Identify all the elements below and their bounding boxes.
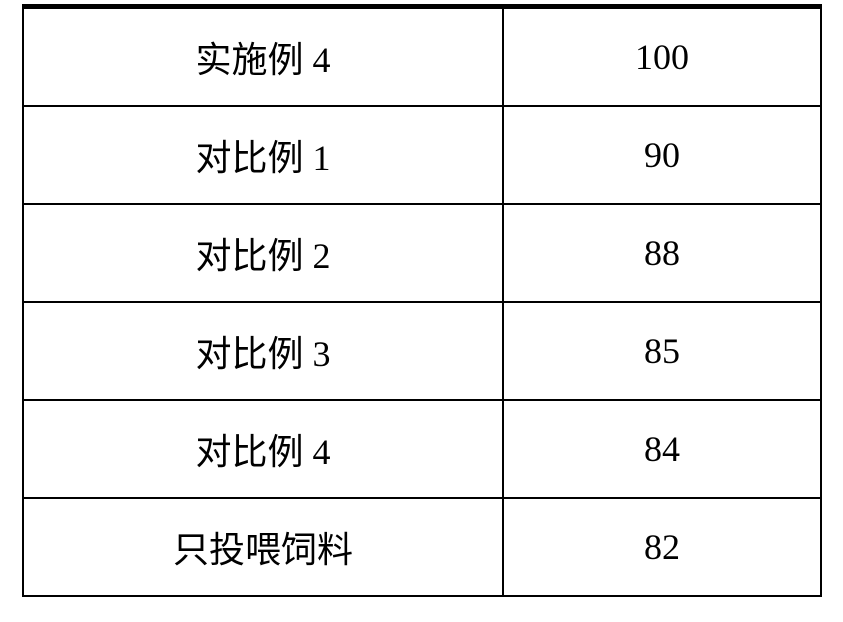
- row-value: 90: [503, 106, 821, 204]
- row-label: 对比例 2: [23, 204, 503, 302]
- table-row: 只投喂饲料 82: [23, 498, 821, 596]
- table-row: 对比例 4 84: [23, 400, 821, 498]
- row-value: 85: [503, 302, 821, 400]
- row-label: 对比例 3: [23, 302, 503, 400]
- row-label: 实施例 4: [23, 7, 503, 107]
- row-label: 对比例 4: [23, 400, 503, 498]
- table-row: 对比例 2 88: [23, 204, 821, 302]
- row-value: 88: [503, 204, 821, 302]
- data-table: 实施例 4 100 对比例 1 90 对比例 2 88 对比例 3 85 对比例…: [22, 4, 822, 597]
- row-label: 只投喂饲料: [23, 498, 503, 596]
- row-value: 100: [503, 7, 821, 107]
- table-row: 实施例 4 100: [23, 7, 821, 107]
- table-container: 实施例 4 100 对比例 1 90 对比例 2 88 对比例 3 85 对比例…: [0, 0, 843, 619]
- row-label: 对比例 1: [23, 106, 503, 204]
- row-value: 84: [503, 400, 821, 498]
- row-value: 82: [503, 498, 821, 596]
- table-row: 对比例 3 85: [23, 302, 821, 400]
- table-row: 对比例 1 90: [23, 106, 821, 204]
